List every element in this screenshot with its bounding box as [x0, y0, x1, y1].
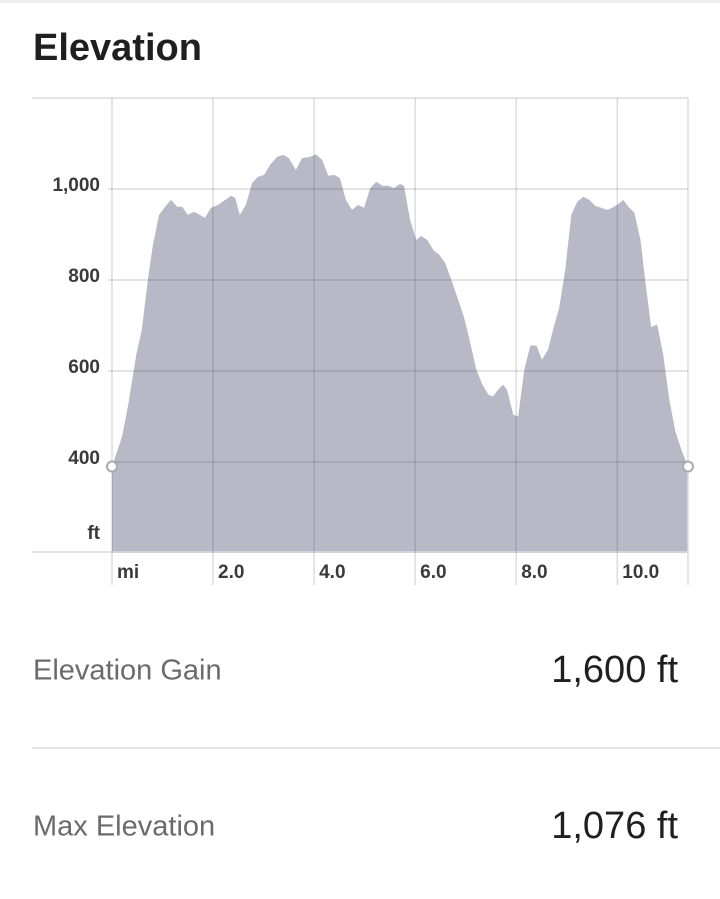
x-tick-label: 6.0	[420, 562, 446, 583]
endpoint-marker	[682, 460, 694, 473]
stat-label: Elevation Gain	[33, 655, 222, 687]
stat-label: Max Elevation	[33, 811, 215, 843]
x-tick-label: 8.0	[521, 562, 547, 583]
stat-value: 1,076 ft	[551, 805, 678, 847]
x-tick-label: 10.0	[622, 562, 659, 583]
endpoint-marker	[106, 460, 118, 473]
y-axis-unit: ft	[87, 523, 100, 544]
x-tick-label: mi	[117, 562, 139, 583]
y-tick-label: 600	[68, 357, 100, 378]
x-tick-label: 4.0	[319, 562, 345, 583]
stat-value: 1,600 ft	[551, 649, 678, 691]
y-tick-label: 1,000	[52, 175, 100, 196]
section-title: Elevation	[33, 27, 202, 69]
elevation-area	[112, 154, 688, 553]
y-tick-label: 800	[68, 266, 100, 287]
x-tick-label: 2.0	[218, 562, 244, 583]
y-tick-label: 400	[68, 448, 100, 469]
top-shadow	[0, 0, 720, 3]
